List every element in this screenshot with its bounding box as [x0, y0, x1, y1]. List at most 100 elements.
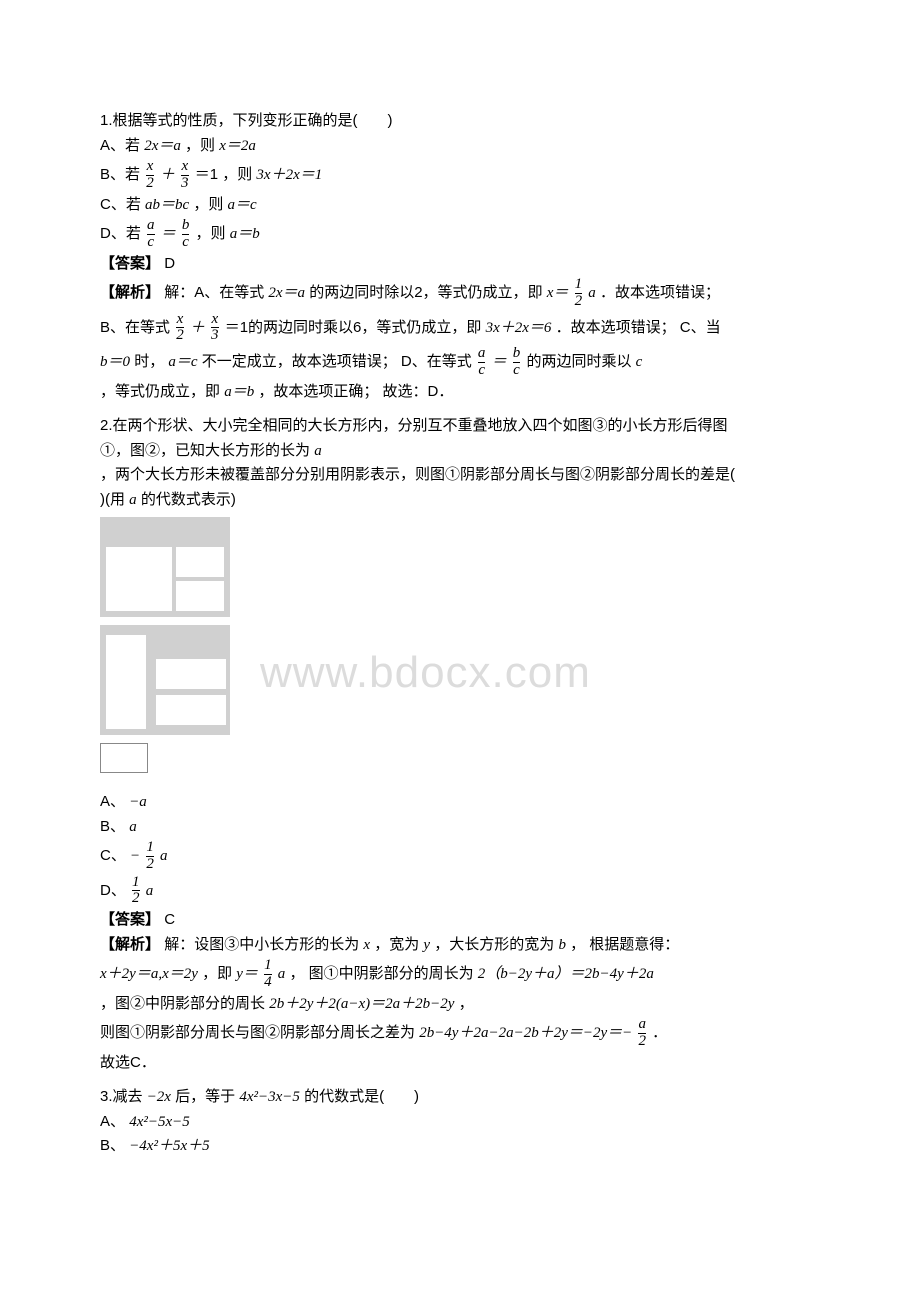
answer-label: 【答案】	[100, 911, 160, 928]
fraction-icon: 12	[575, 277, 583, 310]
q1-explain-1: 【解析】 解：A、在等式 2x＝a 的两边同时除以2，等式仍成立，即 x＝ 12…	[100, 277, 820, 310]
q1-explain-4: ，等式仍成立，即 a＝b ，故本选项正确； 故选：D．	[100, 381, 820, 404]
math: ab＝bc	[145, 197, 189, 213]
math: a＝b	[230, 226, 260, 242]
text: 则图①阴影部分周长与图②阴影部分周长之差为	[100, 1024, 415, 1041]
math: a＝c	[228, 197, 257, 213]
math: x＝	[547, 285, 569, 301]
fraction-icon: x2	[146, 159, 154, 192]
q2-answer: 【答案】 C	[100, 909, 820, 932]
answer-value: D	[164, 255, 175, 272]
math: 4x²−3x−5	[239, 1089, 300, 1105]
math: b	[558, 937, 566, 953]
q1-explain-2: B、在等式 x2 ＋ x3 ＝1的两边同时乘以6，等式仍成立，即 3x＋2x＝6…	[100, 312, 820, 345]
fraction-icon: ac	[478, 346, 486, 379]
text: B、若	[100, 166, 140, 183]
text: C、	[100, 847, 126, 864]
text: B、	[100, 1137, 125, 1154]
text: B、在等式	[100, 319, 170, 336]
math: −4x²＋5x＋5	[129, 1138, 209, 1154]
q2-explain-4: 则图①阴影部分周长与图②阴影部分周长之差为 2b−4y＋2a−2a−2b＋2y＝…	[100, 1017, 820, 1050]
figure-1	[100, 517, 820, 617]
q2-explain-3: ，图②中阴影部分的周长 2b＋2y＋2(a−x)＝2a＋2b−2y ，	[100, 993, 820, 1016]
q2-opt-a: A、 −a	[100, 791, 820, 814]
math: x＝2a	[219, 138, 256, 154]
math: 2b＋2y＋2(a−x)＝2a＋2b−2y	[269, 996, 454, 1012]
math: 2b−4y＋2a−2a−2b＋2y＝−2y＝−	[419, 1025, 632, 1041]
figure-2	[100, 625, 820, 735]
math: 2（b−2y＋a）＝2b−4y＋2a	[478, 966, 654, 982]
math: b＝0	[100, 354, 130, 370]
math: −	[130, 848, 140, 864]
text: ，则	[196, 225, 226, 242]
q1-opt-a: A、若 2x＝a ，则 x＝2a	[100, 135, 820, 158]
explain-label: 【解析】	[100, 284, 160, 301]
math: x	[363, 937, 370, 953]
text: ，等式仍成立，即	[100, 383, 220, 400]
q1-stem: 1.根据等式的性质，下列变形正确的是( )	[100, 110, 820, 133]
math: a	[588, 285, 596, 301]
math: y＝	[236, 966, 258, 982]
text: A、	[100, 793, 125, 810]
q2-explain-1: 【解析】 解：设图③中小长方形的长为 x ，宽为 y ，大长方形的宽为 b ， …	[100, 934, 820, 957]
text: ，故本选项正确； 故选：D．	[258, 383, 453, 400]
math: a	[160, 848, 168, 864]
text: A、若	[100, 137, 140, 154]
text: ， 图①中阴影部分的周长为	[289, 965, 473, 982]
q1-opt-d: D、若 ac ＝ bc ，则 a＝b	[100, 218, 820, 251]
q1-opt-b: B、若 x2 ＋ x3 ＝1 ，则 3x＋2x＝1	[100, 159, 820, 192]
answer-value: C	[164, 911, 175, 928]
math: 3x＋2x＝1	[256, 167, 322, 183]
q3-opt-a: A、 4x²−5x−5	[100, 1111, 820, 1134]
q2-opt-b: B、 a	[100, 816, 820, 839]
q2-explain-5: 故选C．	[100, 1052, 820, 1075]
q1-answer: 【答案】 D	[100, 253, 820, 276]
text: 后，等于	[175, 1088, 235, 1105]
fraction-icon: bc	[513, 346, 521, 379]
text: ．故本选项错误； C、当	[556, 319, 721, 336]
q2-stem-3: ，两个大长方形未被覆盖部分分别用阴影表示，则图①阴影部分周长与图②阴影部分周长的…	[100, 464, 820, 487]
q2-stem-4: )(用 a 的代数式表示)	[100, 489, 820, 512]
text: 的代数式表示)	[141, 491, 236, 508]
math: a	[146, 883, 154, 899]
q1-opt-c: C、若 ab＝bc ，则 a＝c	[100, 194, 820, 217]
q3-stem: 3.减去 −2x 后，等于 4x²−3x−5 的代数式是( )	[100, 1086, 820, 1109]
fraction-icon: bc	[182, 218, 190, 251]
text: ①，图②，已知大长方形的长为	[100, 442, 310, 459]
text: ，则	[222, 166, 252, 183]
text: 时，	[134, 353, 164, 370]
fraction-icon: 12	[146, 840, 154, 873]
q2-opt-c: C、 − 12 a	[100, 840, 820, 873]
math: −2x	[147, 1089, 171, 1105]
math: x＋2y＝a,x＝2y	[100, 966, 198, 982]
fraction-icon: 12	[132, 875, 140, 908]
math: y	[423, 937, 430, 953]
plus-icon: ＋	[160, 167, 175, 183]
text: ，即	[202, 965, 232, 982]
text: ＝1	[195, 166, 218, 183]
figure-3	[100, 743, 820, 773]
text: ，	[459, 995, 474, 1012]
text: ，宽为	[374, 936, 419, 953]
text: ，则	[193, 196, 223, 213]
text: ，图②中阴影部分的周长	[100, 995, 265, 1012]
text: 解：设图③中小长方形的长为	[164, 936, 359, 953]
q2-stem-2: ①，图②，已知大长方形的长为 a	[100, 440, 820, 463]
text: 解：A、在等式	[164, 284, 264, 301]
answer-label: 【答案】	[100, 255, 160, 272]
text: 不一定成立，故本选项错误； D、在等式	[202, 353, 472, 370]
text: 的两边同时除以2，等式仍成立，即	[309, 284, 542, 301]
text: ，大长方形的宽为	[434, 936, 554, 953]
text: ，则	[185, 137, 215, 154]
equals-icon: ＝	[492, 354, 507, 370]
text: 3.减去	[100, 1088, 143, 1105]
text: ＝1的两边同时乘以6，等式仍成立，即	[225, 319, 482, 336]
math: 2x＝a	[268, 285, 305, 301]
math: c	[636, 354, 643, 370]
fraction-icon: x2	[176, 312, 184, 345]
math: a	[129, 492, 137, 508]
q1-explain-3: b＝0 时， a＝c 不一定成立，故本选项错误； D、在等式 ac ＝ bc 的…	[100, 346, 820, 379]
q2-explain-2: x＋2y＝a,x＝2y ，即 y＝ 14 a ， 图①中阴影部分的周长为 2（b…	[100, 958, 820, 991]
fraction-icon: ac	[147, 218, 155, 251]
fraction-icon: x3	[181, 159, 189, 192]
